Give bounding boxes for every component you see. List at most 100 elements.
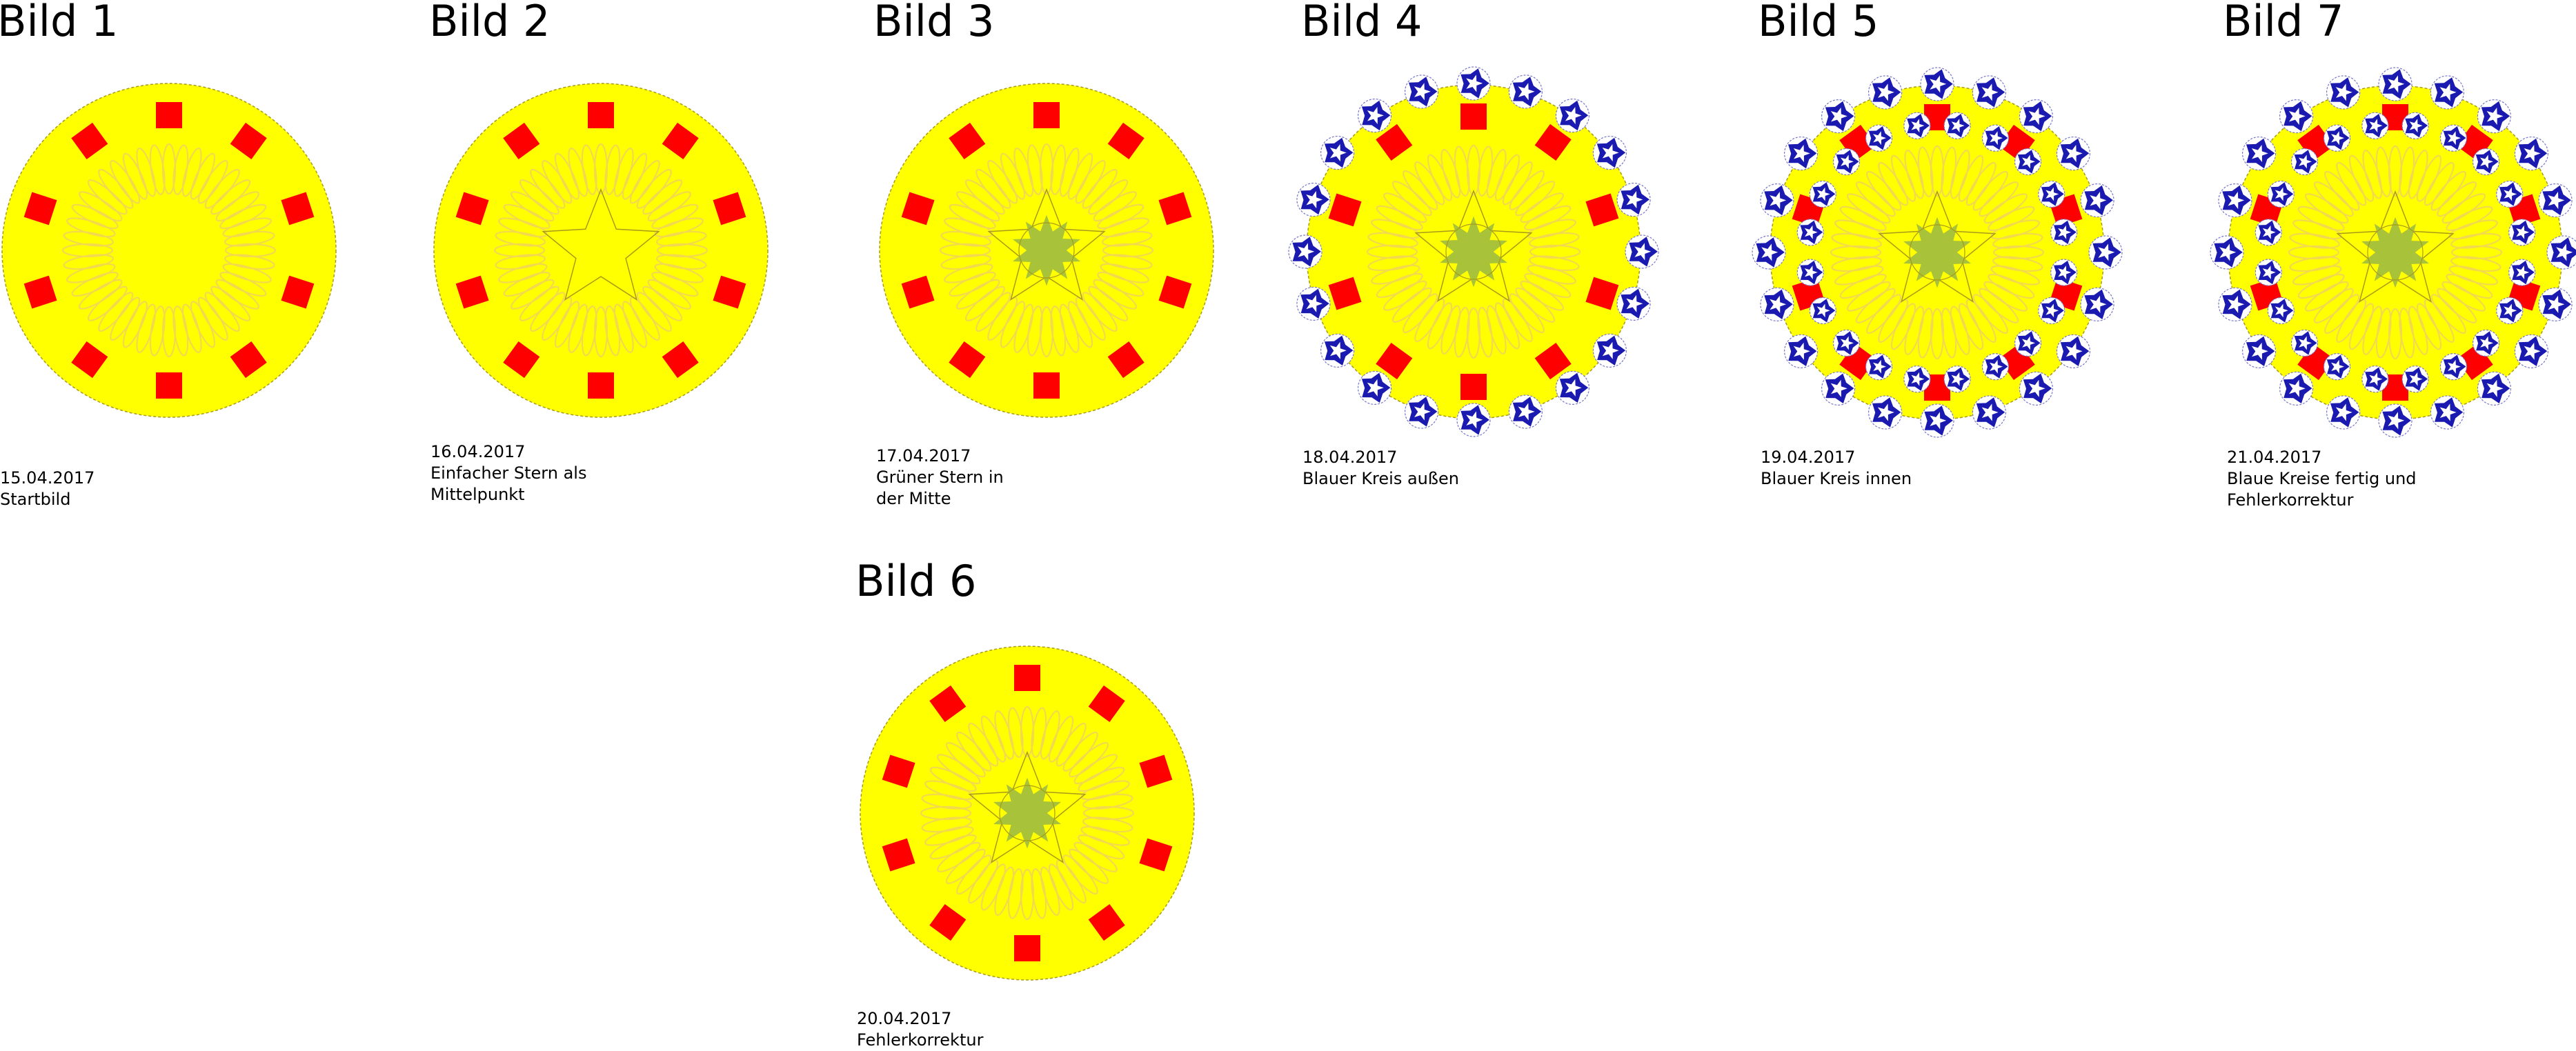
petal bbox=[613, 148, 634, 197]
petal bbox=[1040, 710, 1060, 760]
caption-line: Grüner Stern in bbox=[876, 468, 1004, 487]
petal bbox=[1904, 306, 1925, 355]
petal bbox=[1088, 286, 1129, 321]
petal bbox=[1941, 146, 1957, 197]
petal bbox=[542, 159, 573, 204]
petal bbox=[964, 179, 1005, 215]
petal bbox=[61, 243, 114, 258]
blue-star-circle bbox=[2014, 329, 2042, 357]
blue-star-circle bbox=[2080, 183, 2114, 218]
petal bbox=[936, 841, 981, 872]
white-star bbox=[1830, 108, 1847, 126]
red-square bbox=[713, 275, 746, 309]
petal bbox=[604, 144, 621, 195]
mandala-drawing bbox=[2210, 67, 2576, 438]
petal bbox=[1383, 280, 1427, 311]
white-star bbox=[2369, 119, 2383, 133]
red-square bbox=[882, 838, 915, 872]
white-star bbox=[2447, 359, 2461, 374]
red-square bbox=[1033, 102, 1060, 128]
petal bbox=[1855, 181, 1896, 217]
petal bbox=[629, 159, 660, 204]
petal bbox=[1366, 244, 1418, 259]
petal bbox=[224, 230, 275, 247]
white-star bbox=[2556, 243, 2573, 261]
blue-star-circle bbox=[1943, 366, 1971, 393]
white-star bbox=[2028, 379, 2045, 397]
petal bbox=[1992, 245, 2045, 260]
petal bbox=[1494, 302, 1520, 350]
caption-line: Mittelpunkt bbox=[430, 485, 525, 504]
white-star bbox=[1989, 131, 2003, 146]
petal bbox=[2450, 256, 2501, 272]
panel-title: Bild 1 bbox=[0, 0, 119, 46]
petal bbox=[2441, 193, 2486, 224]
petal bbox=[568, 148, 588, 197]
petal bbox=[944, 263, 993, 283]
white-star bbox=[2548, 192, 2565, 210]
blue-star-circle bbox=[1865, 124, 1893, 152]
white-star bbox=[1329, 341, 1347, 359]
petal bbox=[1454, 307, 1470, 358]
petal bbox=[122, 152, 148, 200]
petal bbox=[1831, 256, 1882, 272]
panel-caption: 21.04.2017 Blaue Kreise fertig und Fehle… bbox=[2227, 447, 2417, 511]
white-star bbox=[1793, 342, 1810, 360]
white-star bbox=[1877, 403, 1894, 421]
white-star bbox=[2288, 108, 2306, 126]
petal bbox=[190, 152, 216, 200]
white-star bbox=[2090, 192, 2107, 210]
petal bbox=[1020, 868, 1035, 921]
red-square bbox=[503, 341, 540, 379]
white-star bbox=[2388, 75, 2405, 93]
petal bbox=[519, 286, 559, 321]
white-star bbox=[2022, 336, 2035, 350]
white-star bbox=[2439, 83, 2457, 101]
blue-star-circle bbox=[1783, 334, 1819, 369]
petal bbox=[510, 279, 555, 310]
petal bbox=[994, 710, 1015, 760]
petal bbox=[647, 191, 692, 222]
petal bbox=[1082, 805, 1135, 821]
green-center bbox=[1457, 235, 1490, 268]
petal bbox=[215, 279, 260, 310]
blue-star-circle bbox=[1288, 234, 1322, 269]
petal bbox=[1039, 143, 1054, 195]
petal bbox=[2336, 299, 2367, 343]
red-square bbox=[1088, 904, 1125, 941]
blue-star-circle bbox=[1404, 74, 1439, 109]
white-star bbox=[2335, 403, 2352, 421]
petal bbox=[87, 179, 128, 215]
blue-star-circle bbox=[2401, 366, 2429, 393]
petal bbox=[604, 306, 621, 357]
white-star bbox=[2228, 295, 2245, 313]
white-star bbox=[1518, 83, 1535, 101]
petal bbox=[1075, 297, 1106, 341]
panel-caption: 15.04.2017 Startbild bbox=[0, 468, 95, 510]
petal bbox=[1904, 150, 1925, 199]
petal bbox=[921, 793, 972, 810]
blue-star-circle bbox=[2050, 219, 2078, 246]
petal bbox=[181, 148, 202, 197]
red-square bbox=[929, 685, 967, 722]
blue-star-circle bbox=[2019, 371, 2054, 406]
petal bbox=[2450, 245, 2503, 260]
blue-star-circle bbox=[2496, 297, 2524, 325]
petal bbox=[1839, 206, 1887, 232]
blue-star-circle bbox=[1809, 180, 1836, 208]
petal bbox=[2362, 306, 2383, 355]
petal bbox=[1979, 288, 2019, 323]
petal bbox=[593, 306, 608, 358]
petal bbox=[1082, 793, 1133, 810]
petal bbox=[1524, 272, 1572, 299]
blue-star-circle bbox=[2279, 371, 2314, 406]
blue-star-circle bbox=[2080, 287, 2114, 322]
petal bbox=[642, 286, 683, 321]
blue-star-circle bbox=[2472, 148, 2500, 176]
blue-star-circle bbox=[2477, 99, 2512, 134]
petal bbox=[190, 301, 216, 348]
center-ring bbox=[999, 785, 1056, 841]
petal bbox=[1062, 731, 1098, 772]
petal bbox=[1466, 144, 1481, 197]
petal bbox=[1391, 181, 1432, 217]
